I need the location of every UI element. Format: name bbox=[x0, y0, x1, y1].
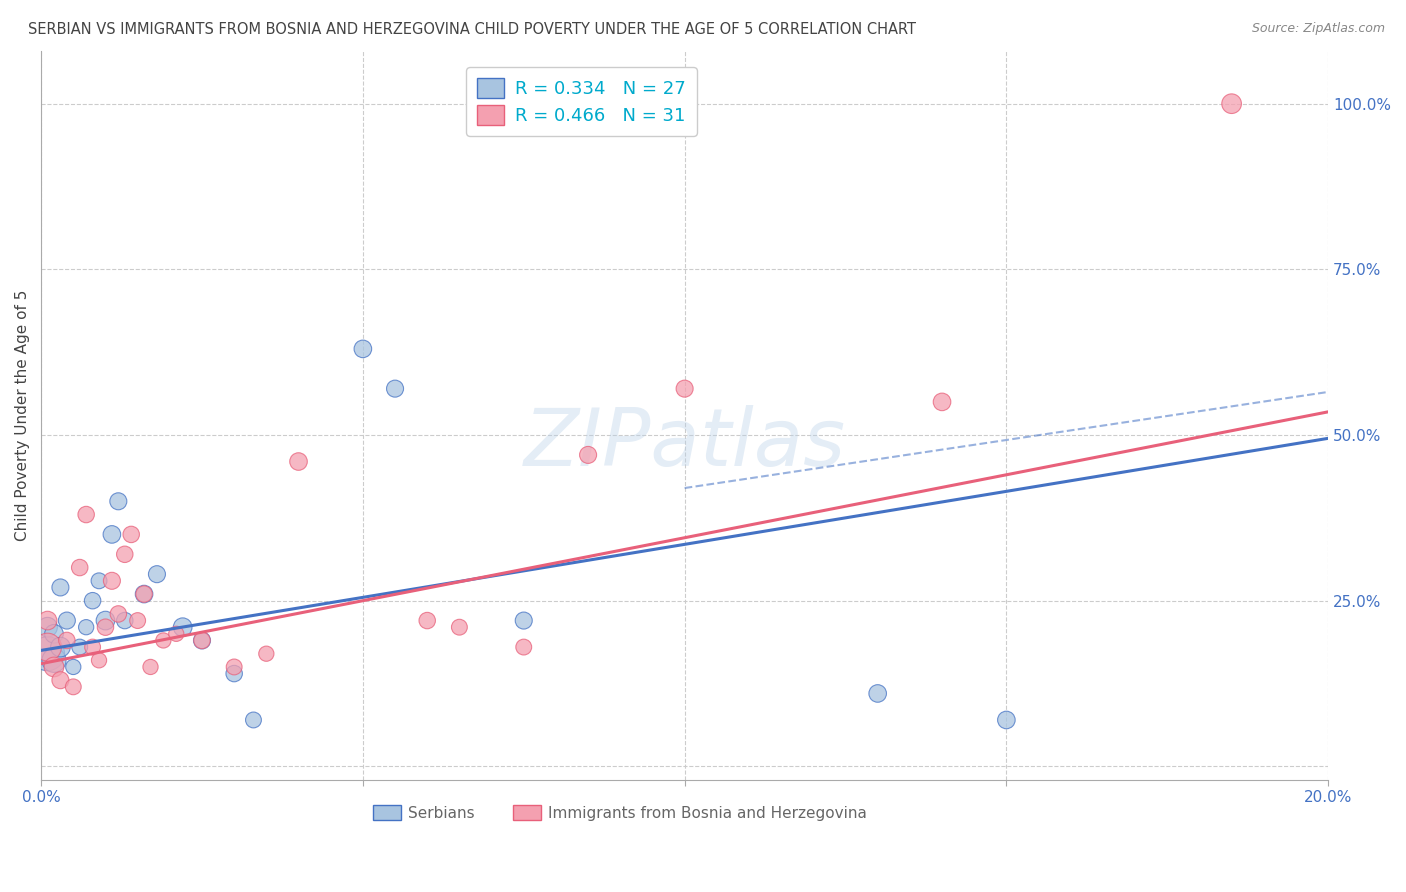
Point bbox=[165, 627, 187, 641]
Point bbox=[69, 640, 91, 654]
Point bbox=[37, 647, 59, 661]
Point bbox=[94, 614, 117, 628]
Point bbox=[107, 607, 129, 621]
Point bbox=[49, 640, 72, 654]
Point bbox=[254, 647, 277, 661]
Point bbox=[62, 680, 84, 694]
Point bbox=[42, 627, 65, 641]
Text: ZIPatlas: ZIPatlas bbox=[523, 405, 845, 483]
Point bbox=[513, 614, 536, 628]
Point bbox=[101, 574, 124, 588]
Point bbox=[37, 614, 59, 628]
Point bbox=[87, 574, 110, 588]
Point bbox=[127, 614, 149, 628]
Point bbox=[49, 581, 72, 595]
Point bbox=[75, 508, 97, 522]
Point bbox=[82, 593, 104, 607]
Text: SERBIAN VS IMMIGRANTS FROM BOSNIA AND HERZEGOVINA CHILD POVERTY UNDER THE AGE OF: SERBIAN VS IMMIGRANTS FROM BOSNIA AND HE… bbox=[28, 22, 917, 37]
Point bbox=[49, 673, 72, 688]
Point bbox=[576, 448, 599, 462]
Point bbox=[56, 614, 79, 628]
Point bbox=[56, 633, 79, 648]
Point bbox=[152, 633, 174, 648]
Point bbox=[139, 660, 162, 674]
Point bbox=[866, 686, 889, 700]
Point bbox=[995, 713, 1018, 727]
Point bbox=[172, 620, 194, 634]
Point bbox=[94, 620, 117, 634]
Point bbox=[191, 633, 214, 648]
Legend: Serbians, Immigrants from Bosnia and Herzegovina: Serbians, Immigrants from Bosnia and Her… bbox=[367, 798, 873, 827]
Point bbox=[673, 382, 696, 396]
Point bbox=[114, 614, 136, 628]
Y-axis label: Child Poverty Under the Age of 5: Child Poverty Under the Age of 5 bbox=[15, 290, 30, 541]
Point bbox=[224, 666, 246, 681]
Point bbox=[82, 640, 104, 654]
Point bbox=[191, 633, 214, 648]
Point bbox=[1220, 96, 1243, 111]
Point bbox=[224, 660, 246, 674]
Point bbox=[114, 547, 136, 561]
Point bbox=[242, 713, 264, 727]
Point bbox=[107, 494, 129, 508]
Point bbox=[416, 614, 439, 628]
Point bbox=[37, 640, 59, 654]
Point bbox=[513, 640, 536, 654]
Point bbox=[132, 587, 155, 601]
Point bbox=[132, 587, 155, 601]
Point bbox=[75, 620, 97, 634]
Point bbox=[384, 382, 406, 396]
Text: Source: ZipAtlas.com: Source: ZipAtlas.com bbox=[1251, 22, 1385, 36]
Point bbox=[69, 560, 91, 574]
Point bbox=[37, 620, 59, 634]
Point bbox=[62, 660, 84, 674]
Point bbox=[449, 620, 471, 634]
Point bbox=[101, 527, 124, 541]
Point bbox=[87, 653, 110, 667]
Point bbox=[352, 342, 374, 356]
Point bbox=[931, 395, 953, 409]
Point bbox=[287, 454, 309, 468]
Point bbox=[120, 527, 142, 541]
Point bbox=[42, 653, 65, 667]
Point bbox=[146, 567, 169, 582]
Point bbox=[42, 660, 65, 674]
